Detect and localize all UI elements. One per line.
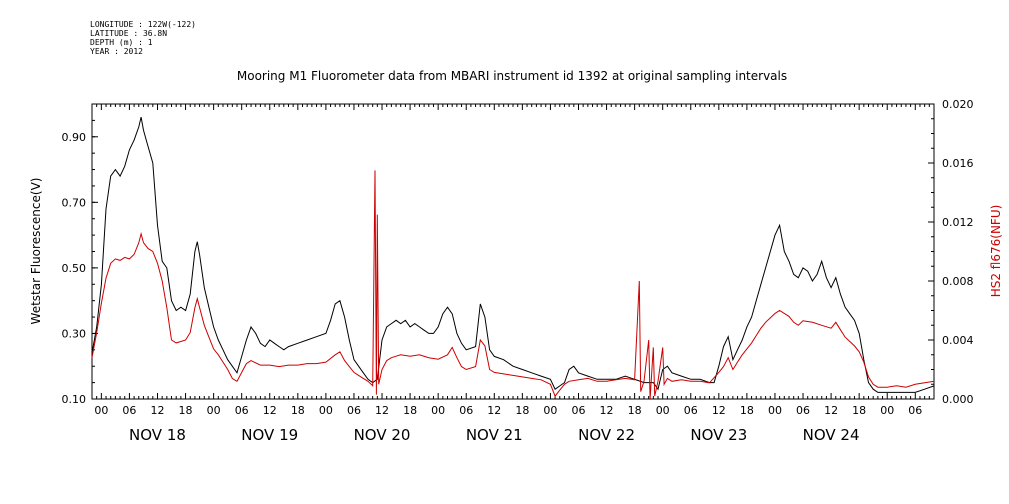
x-tick-label: 18: [628, 404, 642, 417]
x-day-label: NOV 21: [466, 426, 523, 444]
x-tick-label: 00: [319, 404, 333, 417]
meta-year: YEAR : 2012: [90, 47, 143, 56]
x-tick-label: 00: [94, 404, 108, 417]
x-tick-label: 18: [515, 404, 529, 417]
x-tick-label: 00: [543, 404, 557, 417]
x-tick-label: 12: [824, 404, 838, 417]
x-tick-label: 00: [768, 404, 782, 417]
y-right-tick-label: 0.020: [942, 98, 974, 111]
hs2-series-line: [91, 170, 935, 400]
y-left-tick-label: 0.50: [62, 262, 87, 275]
x-tick-label: 06: [571, 404, 585, 417]
y-left-tick-label: 0.70: [62, 196, 87, 209]
x-day-label: NOV 19: [241, 426, 298, 444]
x-tick-label: 12: [150, 404, 164, 417]
data-series: [91, 116, 935, 400]
x-tick-label: 06: [235, 404, 249, 417]
x-tick-label: 12: [600, 404, 614, 417]
x-tick-label: 00: [656, 404, 670, 417]
x-tick-label: 18: [291, 404, 305, 417]
x-tick-label: 18: [740, 404, 754, 417]
y-right-tick-label: 0.016: [942, 157, 974, 170]
x-tick-label: 12: [712, 404, 726, 417]
x-day-label: NOV 24: [803, 426, 860, 444]
y-axis-left-title: Wetstar Fluorescence(V): [29, 178, 43, 325]
meta-longitude: LONGITUDE : 122W(-122): [90, 20, 196, 29]
x-day-label: NOV 20: [354, 426, 411, 444]
y-left-tick-label: 0.10: [62, 393, 87, 406]
axis-ticks: [91, 103, 934, 400]
y-left-tick-label: 0.30: [62, 327, 87, 340]
x-tick-label: 00: [880, 404, 894, 417]
y-right-tick-label: 0.012: [942, 216, 974, 229]
x-tick-label: 06: [908, 404, 922, 417]
x-tick-label: 18: [179, 404, 193, 417]
x-day-label: NOV 18: [129, 426, 186, 444]
meta-latitude: LATITUDE : 36.8N: [90, 29, 168, 38]
x-tick-label: 06: [684, 404, 698, 417]
x-tick-label: 06: [459, 404, 473, 417]
x-day-label: NOV 22: [578, 426, 635, 444]
y-right-tick-label: 0.000: [942, 393, 974, 406]
x-tick-label: 06: [796, 404, 810, 417]
y-right-tick-label: 0.008: [942, 275, 974, 288]
chart-title: Mooring M1 Fluorometer data from MBARI i…: [237, 69, 787, 83]
x-tick-label: 00: [431, 404, 445, 417]
x-tick-label: 06: [347, 404, 361, 417]
x-tick-label: 00: [207, 404, 221, 417]
metadata-block: LONGITUDE : 122W(-122) LATITUDE : 36.8N …: [90, 20, 196, 56]
y-axis-right-title: HS2 fl676(NFU): [989, 205, 1003, 298]
y-right-tick-label: 0.004: [942, 334, 974, 347]
meta-depth: DEPTH (m) : 1: [90, 38, 153, 47]
x-tick-label: 12: [375, 404, 389, 417]
x-tick-label: 18: [403, 404, 417, 417]
x-tick-label: 12: [263, 404, 277, 417]
x-day-label: NOV 23: [690, 426, 747, 444]
y-left-tick-label: 0.90: [62, 131, 87, 144]
tick-labels: 00 06 12 18 00 06 12 18 00 06 12 18 00 06 12 18 00 06 12 18…: [62, 98, 974, 444]
x-tick-label: 18: [852, 404, 866, 417]
wetstar-series-line: [91, 116, 935, 393]
x-tick-label: 12: [487, 404, 501, 417]
x-tick-label: 06: [122, 404, 136, 417]
